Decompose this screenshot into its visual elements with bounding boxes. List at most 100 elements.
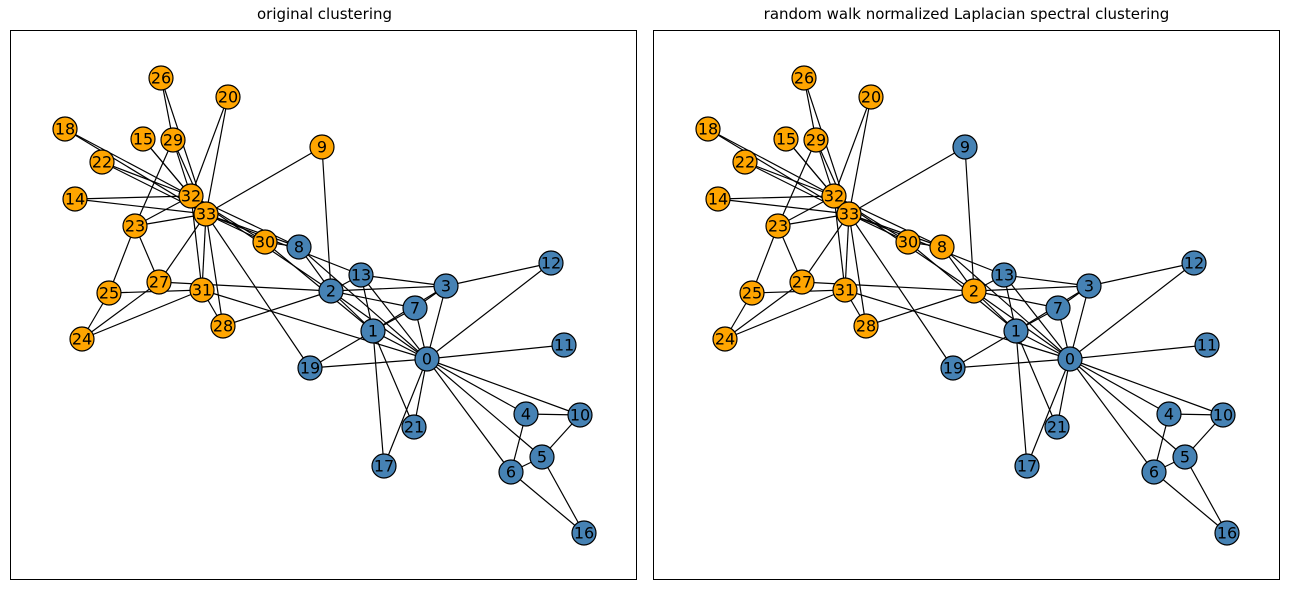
node-circle	[853, 313, 879, 339]
node-circle	[1194, 332, 1220, 358]
edge-1-17	[1015, 330, 1028, 467]
node-label: 20	[861, 88, 881, 107]
node-circle	[286, 234, 312, 260]
node-1: 1	[1003, 318, 1029, 344]
edge-2-3	[330, 285, 447, 292]
node-23: 23	[122, 213, 148, 239]
edge-0-31	[201, 289, 428, 360]
node-label: 6	[1149, 463, 1159, 482]
edge-1-21	[1015, 330, 1058, 428]
edge-0-11	[1069, 344, 1208, 360]
node-label: 26	[151, 69, 171, 88]
node-9: 9	[952, 134, 978, 160]
node-7: 7	[402, 295, 428, 321]
edge-1-21	[372, 330, 415, 428]
node-circle	[567, 402, 593, 428]
edge-13-33	[848, 213, 1005, 276]
node-circle	[318, 278, 344, 304]
node-19: 19	[297, 355, 323, 381]
node-label: 13	[994, 266, 1014, 285]
node-label: 5	[1180, 448, 1190, 467]
edge-0-4	[1069, 358, 1170, 415]
node-circle	[1156, 401, 1182, 427]
node-circle	[1181, 250, 1207, 276]
node-32: 32	[178, 183, 204, 209]
edge-0-31	[844, 289, 1071, 360]
edge-2-28	[222, 290, 332, 327]
node-circle	[193, 201, 219, 227]
node-label: 19	[943, 359, 963, 378]
node-16: 16	[571, 520, 597, 546]
edge-1-30	[264, 241, 374, 332]
edge-23-29	[134, 139, 174, 227]
node-22: 22	[732, 149, 758, 175]
node-label: 31	[192, 281, 212, 300]
edge-2-7	[330, 290, 416, 309]
node-label: 3	[1084, 277, 1094, 296]
node-circle	[529, 444, 555, 470]
node-label: 32	[824, 187, 844, 206]
node-label: 13	[351, 266, 371, 285]
node-label: 14	[65, 190, 85, 209]
edge-1-17	[372, 330, 385, 467]
node-label: 5	[537, 448, 547, 467]
edge-28-33	[848, 213, 867, 327]
node-3: 3	[433, 273, 459, 299]
node-18: 18	[52, 116, 78, 142]
edge-0-6	[1069, 358, 1155, 473]
node-25: 25	[739, 280, 765, 306]
node-circle	[513, 401, 539, 427]
node-33: 33	[836, 201, 862, 227]
node-28: 28	[210, 313, 236, 339]
node-15: 15	[130, 126, 156, 152]
edge-2-9	[321, 146, 332, 292]
node-circle	[791, 65, 817, 91]
node-label: 25	[742, 284, 762, 303]
node-label: 24	[715, 330, 735, 349]
edge-27-33	[801, 213, 850, 283]
node-21: 21	[1044, 414, 1070, 440]
node-circle	[414, 346, 440, 372]
node-circle	[832, 277, 858, 303]
edge-0-11	[426, 344, 565, 360]
node-5: 5	[529, 444, 555, 470]
node-9: 9	[309, 134, 335, 160]
edge-22-32	[744, 161, 835, 197]
node-27: 27	[789, 269, 815, 295]
node-circle	[360, 318, 386, 344]
node-label: 0	[1065, 350, 1075, 369]
node-circle	[252, 229, 278, 255]
node-17: 17	[1014, 453, 1040, 479]
node-24: 24	[712, 326, 738, 352]
node-13: 13	[348, 262, 374, 288]
edge-9-33	[848, 146, 966, 215]
node-4: 4	[1156, 401, 1182, 427]
node-0: 0	[1057, 346, 1083, 372]
node-30: 30	[895, 229, 921, 255]
node-label: 27	[149, 273, 169, 292]
edge-3-13	[1003, 274, 1090, 287]
edge-20-32	[833, 96, 872, 197]
node-circle	[739, 280, 765, 306]
edge-20-33	[205, 96, 229, 215]
edge-1-30	[907, 241, 1017, 332]
node-circle	[789, 269, 815, 295]
node-circle	[712, 326, 738, 352]
node-circle	[1014, 453, 1040, 479]
node-circle	[62, 186, 88, 212]
edge-31-33	[201, 213, 207, 291]
node-circle	[1214, 520, 1240, 546]
node-label: 11	[554, 336, 574, 355]
node-circle	[96, 280, 122, 306]
node-circle	[498, 459, 524, 485]
node-label: 10	[1213, 406, 1233, 425]
node-circle	[773, 126, 799, 152]
edge-0-8	[298, 246, 428, 360]
node-label: 23	[125, 217, 145, 236]
node-label: 8	[937, 238, 947, 257]
node-21: 21	[401, 414, 427, 440]
node-5: 5	[1172, 444, 1198, 470]
node-label: 16	[1217, 524, 1237, 543]
edge-28-33	[205, 213, 224, 327]
node-label: 29	[806, 131, 826, 150]
